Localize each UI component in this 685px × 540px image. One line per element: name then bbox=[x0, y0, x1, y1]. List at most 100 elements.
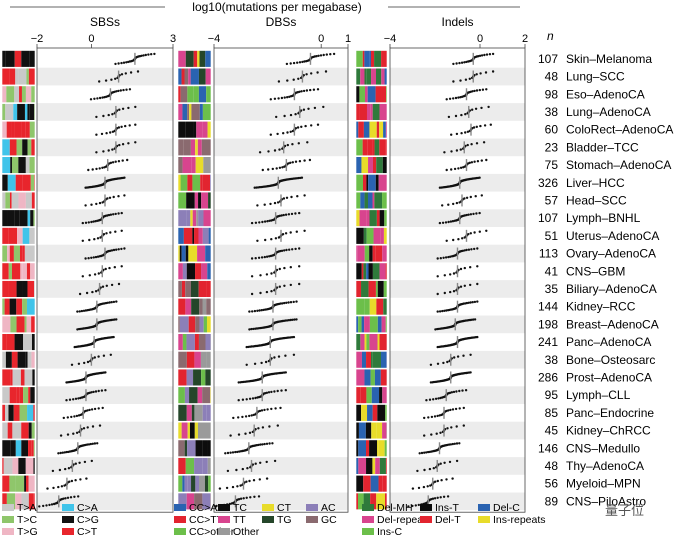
strip-segment bbox=[195, 262, 202, 280]
strip-cell bbox=[1, 262, 36, 280]
sample-point bbox=[65, 399, 68, 402]
sample-point bbox=[261, 220, 264, 224]
sample-point bbox=[95, 151, 98, 154]
strip-segment bbox=[185, 280, 191, 298]
sample-point bbox=[257, 495, 261, 498]
sample-point bbox=[430, 415, 434, 419]
sample-point bbox=[248, 479, 251, 483]
sample-point bbox=[250, 275, 254, 278]
strip-segment bbox=[192, 316, 196, 333]
strip-segment bbox=[362, 50, 365, 68]
sample-point bbox=[448, 460, 452, 464]
sample-point bbox=[256, 204, 259, 207]
strip-segment bbox=[369, 298, 377, 315]
sample-point bbox=[77, 362, 81, 365]
strip-cell bbox=[355, 67, 388, 86]
sample-point bbox=[469, 301, 472, 304]
strip-cell bbox=[355, 138, 388, 157]
sample-point bbox=[215, 504, 218, 508]
sample-point bbox=[109, 213, 113, 216]
strip-segment bbox=[374, 139, 380, 156]
strip-cell bbox=[355, 368, 388, 387]
strip-segment bbox=[205, 333, 211, 351]
strip-segment bbox=[191, 298, 200, 315]
sample-point bbox=[440, 479, 443, 482]
sample-point bbox=[411, 487, 415, 490]
strip-segment bbox=[187, 103, 190, 121]
strip-cell bbox=[177, 439, 212, 457]
strip-segment bbox=[184, 439, 188, 457]
sample-point bbox=[452, 202, 455, 206]
sample-point bbox=[467, 233, 470, 236]
cancer-row: 56 Myeloid–MPN bbox=[46, 477, 641, 491]
strip-segment bbox=[2, 316, 11, 333]
sample-point bbox=[293, 318, 296, 321]
strip-segment bbox=[368, 280, 376, 298]
sample-point bbox=[471, 108, 474, 111]
sample-point bbox=[273, 459, 277, 463]
sample-point bbox=[289, 266, 292, 269]
sample-point bbox=[239, 484, 242, 487]
sample-point bbox=[476, 282, 479, 286]
strip-cell bbox=[355, 156, 388, 174]
sample-point bbox=[90, 256, 93, 259]
sample-point bbox=[97, 355, 100, 358]
strip-segment bbox=[181, 245, 186, 262]
strip-segment bbox=[25, 457, 34, 475]
sample-point bbox=[241, 467, 244, 471]
legend-label: CC>AA bbox=[189, 502, 224, 514]
cancer-row: 89 CNS–PiloAstro bbox=[38, 494, 646, 508]
row-band bbox=[390, 457, 525, 475]
sample-point bbox=[253, 186, 256, 189]
legend-swatch bbox=[306, 504, 318, 511]
strip-segment bbox=[19, 386, 24, 404]
sample-point bbox=[436, 292, 439, 296]
strip-segment bbox=[17, 227, 23, 245]
sample-point bbox=[81, 221, 85, 225]
strip-segment bbox=[379, 333, 387, 351]
sample-point bbox=[90, 408, 94, 411]
strip-cell bbox=[1, 156, 36, 174]
strip-segment bbox=[380, 369, 387, 386]
sample-point bbox=[72, 432, 75, 435]
strip-segment bbox=[9, 68, 16, 85]
sample-point bbox=[287, 319, 291, 322]
sample-point bbox=[480, 54, 484, 57]
sample-point bbox=[244, 432, 247, 435]
strip-segment bbox=[180, 85, 188, 103]
sample-point bbox=[303, 159, 306, 162]
sample-point bbox=[62, 497, 65, 500]
strip-segment bbox=[2, 85, 7, 103]
sample-point bbox=[101, 285, 105, 288]
sample-point bbox=[124, 72, 128, 75]
legend-label: Other bbox=[233, 526, 260, 538]
sample-point bbox=[93, 238, 96, 241]
sample-point bbox=[465, 301, 469, 305]
sample-point bbox=[447, 220, 450, 224]
sample-point bbox=[95, 167, 98, 171]
sample-count: 144 bbox=[538, 300, 558, 314]
sample-point bbox=[445, 168, 448, 172]
legend-swatch bbox=[174, 528, 186, 535]
sample-point bbox=[110, 249, 114, 252]
cancer-type-label: Skin–Melanoma bbox=[566, 52, 652, 66]
sample-point bbox=[280, 389, 283, 392]
sample-point bbox=[124, 124, 127, 128]
strip-segment bbox=[190, 209, 193, 227]
strip-segment bbox=[7, 209, 15, 227]
sample-point bbox=[273, 201, 277, 205]
sample-point bbox=[491, 52, 495, 56]
sample-point bbox=[117, 89, 120, 93]
strip-segment bbox=[356, 333, 361, 351]
sample-point bbox=[270, 290, 273, 293]
panel-indels: Indels −4 0 2 bbox=[384, 15, 528, 513]
legend-label: T>G bbox=[17, 526, 38, 538]
strip-segment bbox=[371, 386, 380, 404]
sample-point bbox=[470, 161, 474, 164]
sample-point bbox=[96, 97, 99, 100]
sample-point bbox=[109, 131, 112, 134]
strip-segment bbox=[178, 280, 182, 298]
sample-point bbox=[224, 452, 227, 455]
strip-segment bbox=[186, 262, 196, 280]
